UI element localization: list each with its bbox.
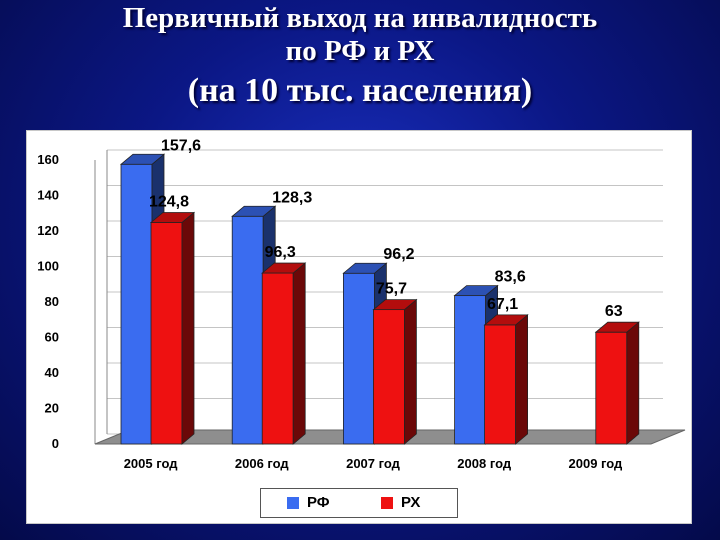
bar-front (120, 163, 153, 445)
y-tick-label: 160 (37, 152, 59, 167)
data-label: 67,1 (487, 296, 518, 313)
y-tick-label: 140 (37, 188, 59, 203)
y-tick-label: 80 (45, 294, 59, 309)
bar-top (261, 262, 307, 274)
legend: РФ РХ (260, 488, 458, 518)
bar-side (515, 314, 529, 445)
title-line-2: по РФ и РХ (285, 35, 435, 68)
x-tick-label: 2009 год (569, 456, 624, 471)
y-tick-label: 120 (37, 223, 59, 238)
data-label: 83,6 (495, 269, 526, 286)
bar-side (181, 211, 195, 445)
bar-side (292, 262, 306, 445)
bar-chart: 0 20 40 60 80 100 120 140 160 157,6 124,8 2005 год 1… (37, 137, 686, 471)
y-tick-label: 40 (45, 365, 59, 380)
y-tick-label: 100 (37, 259, 59, 274)
slide-title: Первичный выход на инвалидность по РФ и … (0, 2, 720, 110)
legend-label-rf: РФ (307, 494, 330, 511)
data-label: 157,6 (161, 137, 201, 154)
bar-top (372, 299, 418, 311)
bar-top (594, 321, 640, 333)
x-tick-label: 2005 год (124, 456, 179, 471)
bar-front (342, 272, 375, 445)
legend-item-rf: РФ (287, 494, 330, 511)
y-tick-label: 20 (45, 401, 59, 416)
data-label: 124,8 (149, 193, 189, 210)
bar-front (261, 272, 294, 445)
bar-front (372, 309, 405, 445)
bar-top (231, 205, 277, 217)
data-label: 75,7 (376, 281, 407, 298)
legend-swatch-rf (287, 496, 299, 509)
bar-side (403, 298, 417, 445)
legend-swatch-rh (381, 496, 393, 509)
bar-top (342, 262, 388, 274)
chart-panel: 0 20 40 60 80 100 120 140 160 157,6 124,8 2005 год 1… (26, 130, 692, 524)
x-tick-label: 2008 год (457, 456, 512, 471)
bar-front (454, 295, 487, 445)
bar-top (483, 314, 529, 326)
legend-label-rh: РХ (401, 494, 421, 511)
data-label: 96,2 (383, 246, 414, 263)
title-line-1: Первичный выход на инвалидность (122, 2, 598, 34)
data-label: 63 (605, 303, 623, 320)
title-line-3: (на 10 тыс. населения) (187, 71, 533, 109)
bar-front (595, 331, 628, 445)
bar-front (484, 324, 517, 445)
bar-top (119, 153, 166, 165)
data-label: 128,3 (272, 189, 312, 206)
y-tick-label: 0 (52, 436, 59, 451)
bar-side (626, 321, 640, 445)
y-tick-label: 60 (45, 330, 59, 345)
data-label: 96,3 (265, 244, 296, 261)
x-tick-label: 2006 год (235, 456, 290, 471)
bar-top (453, 285, 499, 297)
bar-top (149, 212, 196, 223)
bar-front (231, 215, 264, 445)
bar-front (150, 222, 183, 445)
legend-item-rh: РХ (381, 494, 420, 511)
x-tick-label: 2007 год (346, 456, 401, 471)
